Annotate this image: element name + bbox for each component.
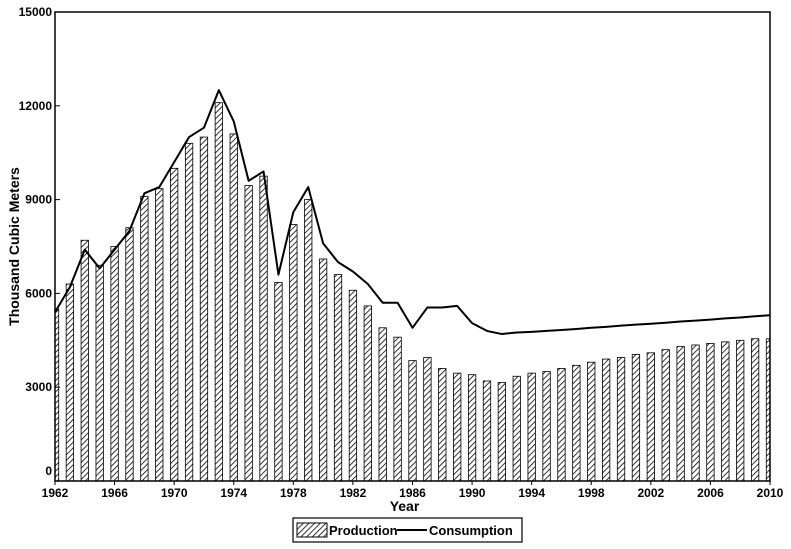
production-bar <box>631 353 641 482</box>
production-bar <box>423 357 432 482</box>
y-axis-label: Thousand Cubic Meters <box>6 167 22 326</box>
production-bar <box>155 188 164 482</box>
production-bar <box>229 133 238 482</box>
y-tick-label: 0 <box>45 464 52 478</box>
production-bar <box>378 327 387 482</box>
production-bar <box>453 372 462 482</box>
production-bar <box>244 185 253 482</box>
production-bar <box>512 375 521 482</box>
y-tick-label: 12000 <box>19 99 53 113</box>
production-bar <box>527 372 536 482</box>
production-bar <box>304 199 313 482</box>
y-tick-label: 3000 <box>25 380 52 394</box>
production-bar <box>259 175 268 482</box>
legend-label-consumption: Consumption <box>429 523 513 538</box>
production-bar <box>706 343 715 482</box>
x-tick-label: 1994 <box>518 486 545 500</box>
production-bar <box>542 371 551 482</box>
production-bar <box>289 224 298 482</box>
production-bar <box>80 239 89 482</box>
production-bar <box>393 336 402 482</box>
production-bar <box>497 382 506 482</box>
production-bar <box>199 136 209 482</box>
production-bar <box>661 349 670 482</box>
x-tick-label: 2002 <box>637 486 664 500</box>
x-axis-label: Year <box>390 498 420 514</box>
production-bar <box>318 258 328 482</box>
x-tick-label: 1978 <box>280 486 307 500</box>
production-bar <box>363 305 372 482</box>
production-bar <box>274 282 283 482</box>
production-bar <box>333 274 343 482</box>
production-bar <box>676 346 685 482</box>
production-bar <box>438 368 447 482</box>
production-bar <box>125 227 134 482</box>
x-tick-label: 1990 <box>459 486 486 500</box>
production-bar <box>557 368 566 482</box>
production-bar <box>348 289 358 482</box>
x-tick-label: 2006 <box>697 486 724 500</box>
x-axis-ticks: 1962 1966 1970 1974 1978 1982 1986 1990 1994 1998… <box>42 481 784 500</box>
y-tick-label: 6000 <box>25 286 52 300</box>
x-tick-label: 1966 <box>101 486 128 500</box>
production-bar <box>587 361 596 482</box>
x-tick-label: 1962 <box>42 486 69 500</box>
x-tick-label: 1970 <box>161 486 188 500</box>
production-bar <box>140 196 149 482</box>
consumption-line <box>54 89 771 336</box>
y-tick-label: 9000 <box>25 193 52 207</box>
production-bar <box>691 344 700 482</box>
x-tick-label: 1998 <box>578 486 605 500</box>
x-tick-label: 1986 <box>399 486 426 500</box>
production-bar <box>95 264 104 482</box>
x-tick-label: 2010 <box>757 486 784 500</box>
production-bar <box>616 357 626 482</box>
production-bar <box>184 142 194 482</box>
production-bar <box>110 246 119 482</box>
production-bars <box>54 102 771 482</box>
production-bar <box>646 352 655 482</box>
x-tick-label: 1974 <box>220 486 247 500</box>
legend: Production Consumption <box>292 517 523 543</box>
production-bar <box>408 360 417 482</box>
production-bar <box>214 102 223 482</box>
x-tick-label: 1982 <box>340 486 367 500</box>
y-tick-label: 15000 <box>19 5 53 19</box>
production-bar <box>65 283 75 482</box>
production-bar <box>467 374 477 482</box>
production-bar <box>750 338 760 482</box>
production-bar <box>170 167 179 482</box>
production-bar <box>572 364 581 482</box>
legend-label-production: Production <box>329 523 398 538</box>
production-bar <box>721 341 730 482</box>
production-bar <box>602 358 611 482</box>
legend-swatch-production <box>296 522 328 538</box>
production-bar <box>736 339 745 482</box>
production-bar <box>482 380 492 482</box>
y-axis-ticks: 0 3000 6000 9000 12000 15000 <box>19 5 60 482</box>
